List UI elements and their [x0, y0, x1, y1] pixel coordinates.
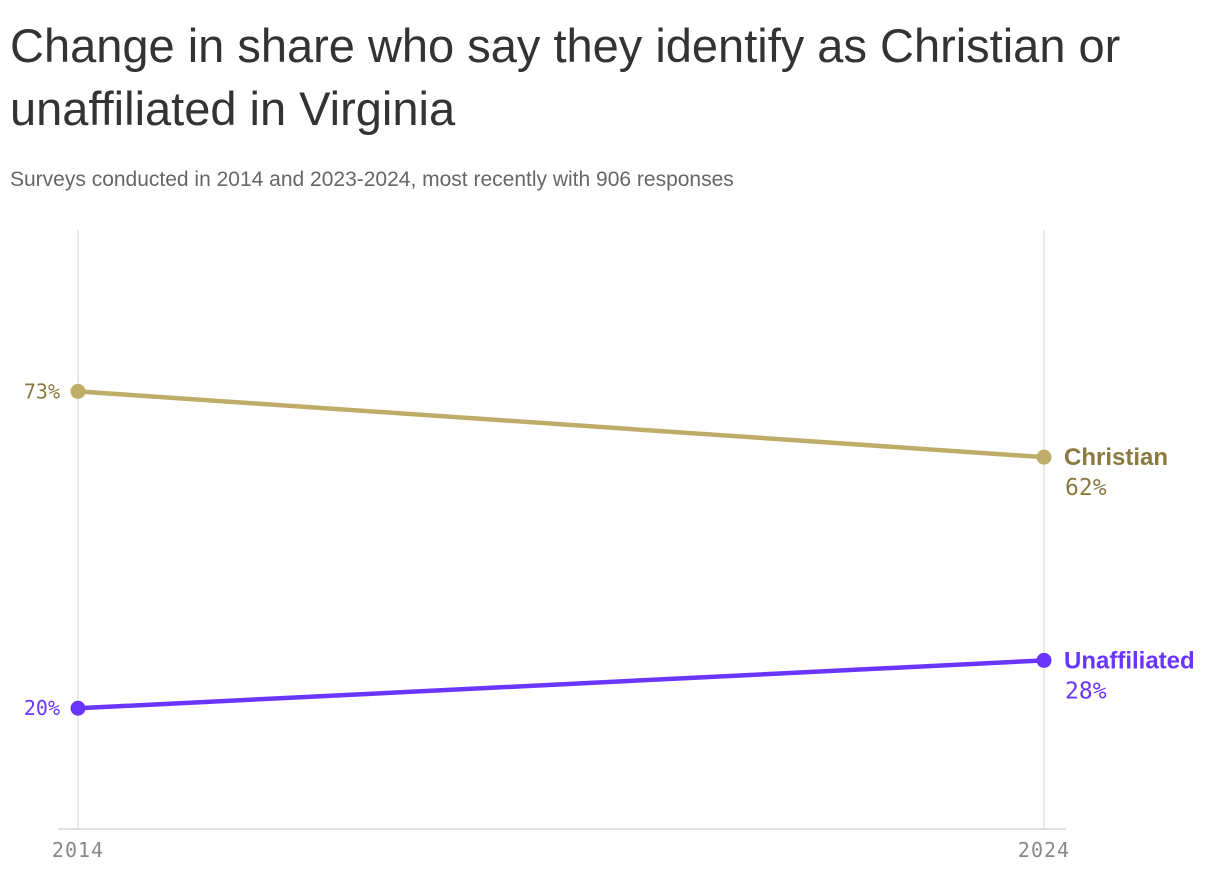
unaffiliated-point-2014: [70, 700, 86, 716]
unaffiliated-start-value-label: 20%: [24, 696, 60, 720]
christian-end-value-label: 62%: [1065, 475, 1107, 501]
unaffiliated-point-2024: [1036, 652, 1052, 668]
christian-line: [75, 389, 1047, 460]
chart-title: Change in share who say they identify as…: [10, 19, 1121, 135]
christian-point-2014: [70, 383, 86, 399]
chart-subtitle: Surveys conducted in 2014 and 2023-2024,…: [10, 168, 734, 191]
christian-point-2024: [1036, 449, 1052, 465]
christian-series-label: Christian: [1064, 444, 1168, 471]
x-tick-label-2024: 2024: [1018, 838, 1070, 862]
unaffiliated-series-label: Unaffiliated: [1064, 647, 1195, 674]
x-tick-label-2014: 2014: [52, 838, 104, 862]
unaffiliated-line: [75, 658, 1047, 711]
unaffiliated-end-value-label: 28%: [1065, 678, 1107, 704]
christian-start-value-label: 73%: [24, 379, 60, 403]
